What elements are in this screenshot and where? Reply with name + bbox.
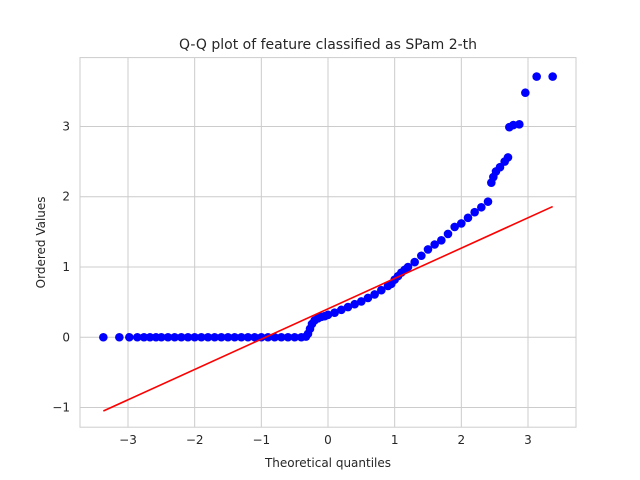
data-point — [177, 332, 186, 342]
data-point — [457, 219, 466, 228]
data-point — [430, 240, 439, 249]
data-point — [477, 202, 486, 212]
x-tick-label: −2 — [186, 433, 204, 447]
y-tick-label: 0 — [62, 330, 70, 344]
y-tick-label: −1 — [52, 401, 70, 415]
reference-line-segment — [103, 205, 553, 412]
data-point — [170, 332, 179, 342]
data-point — [323, 310, 333, 320]
data-point — [403, 262, 413, 272]
data-point — [443, 229, 453, 239]
y-tick-label: 3 — [62, 119, 70, 133]
data-point — [237, 332, 246, 342]
data-point — [223, 332, 233, 342]
data-point — [190, 332, 199, 342]
data-point — [115, 332, 124, 342]
data-point — [515, 120, 524, 129]
data-point — [163, 332, 173, 342]
plot-frame — [79, 57, 577, 428]
x-axis-label: Theoretical quantiles — [264, 456, 391, 470]
data-point — [417, 251, 426, 261]
data-point — [203, 332, 213, 342]
data-point — [277, 332, 286, 342]
y-tick-labels: −1 0 1 2 3 — [52, 119, 70, 414]
y-tick-label: 2 — [62, 190, 70, 204]
data-point — [437, 235, 446, 245]
data-point — [521, 88, 530, 98]
x-tick-label: −3 — [119, 433, 137, 447]
data-point — [357, 297, 366, 306]
x-tick-label: 2 — [458, 433, 466, 447]
chart-title: Q-Q plot of feature classified as SPam 2… — [179, 37, 477, 53]
data-point — [145, 332, 155, 342]
x-tick-label: 1 — [391, 433, 399, 447]
y-tick-label: 1 — [62, 260, 70, 274]
x-tick-label: 3 — [524, 433, 532, 447]
x-tick-label: −1 — [252, 433, 270, 447]
data-point — [470, 207, 479, 217]
data-point — [157, 332, 166, 342]
data-point — [243, 332, 253, 342]
data-point — [250, 332, 259, 342]
data-point — [363, 293, 373, 303]
data-point — [450, 222, 459, 232]
data-point — [270, 332, 279, 342]
data-point — [197, 332, 206, 342]
data-point — [230, 332, 239, 342]
data-point — [133, 332, 142, 342]
data-point — [423, 245, 433, 254]
x-tick-label: 0 — [324, 433, 332, 447]
data-point — [377, 285, 386, 295]
data-point — [483, 197, 493, 206]
data-point — [210, 332, 219, 342]
data-point — [410, 257, 419, 267]
y-axis-label: Ordered Values — [34, 196, 48, 288]
data-point — [330, 308, 339, 317]
data-point — [503, 153, 513, 162]
data-point — [290, 332, 299, 342]
data-point — [350, 299, 359, 309]
data-points — [99, 72, 557, 342]
data-point — [125, 332, 134, 342]
data-point — [548, 72, 557, 81]
x-tick-labels: −3 −2 −1 0 1 2 3 — [119, 433, 532, 447]
data-point — [283, 332, 293, 342]
reference-line — [103, 205, 553, 412]
data-point — [463, 213, 473, 223]
data-point — [337, 305, 346, 315]
data-point — [370, 290, 379, 299]
data-point — [99, 332, 108, 342]
data-point — [139, 332, 149, 342]
data-point — [532, 72, 541, 81]
data-point — [183, 332, 193, 342]
data-point — [217, 332, 226, 342]
data-point — [343, 302, 353, 312]
